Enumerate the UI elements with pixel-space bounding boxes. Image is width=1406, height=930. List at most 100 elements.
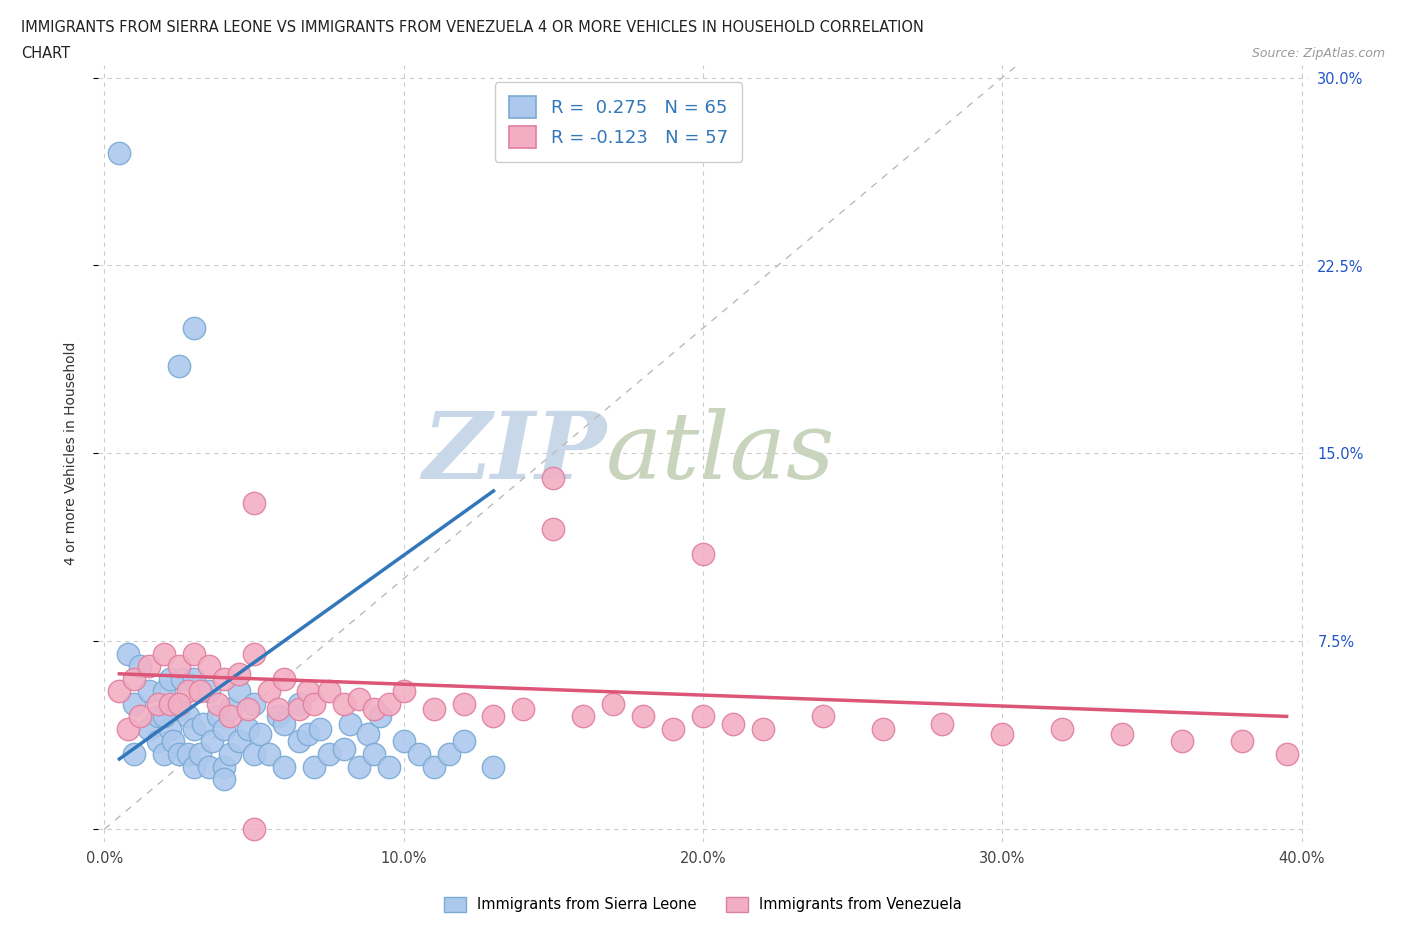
Point — [288, 734, 311, 749]
Point — [408, 747, 430, 762]
Point — [236, 701, 259, 716]
Point — [153, 747, 176, 762]
Point — [183, 722, 205, 737]
Point — [302, 759, 325, 774]
Point — [117, 722, 139, 737]
Point — [148, 697, 170, 711]
Point — [177, 684, 200, 698]
Point — [153, 684, 176, 698]
Point — [207, 709, 229, 724]
Point — [453, 734, 475, 749]
Legend: Immigrants from Sierra Leone, Immigrants from Venezuela: Immigrants from Sierra Leone, Immigrants… — [437, 891, 969, 918]
Point — [172, 671, 194, 686]
Point — [207, 697, 229, 711]
Point — [167, 747, 190, 762]
Point — [177, 747, 200, 762]
Point — [212, 772, 235, 787]
Text: CHART: CHART — [21, 46, 70, 61]
Point — [249, 726, 271, 741]
Point — [183, 646, 205, 661]
Point — [124, 697, 146, 711]
Point — [267, 709, 290, 724]
Point — [692, 546, 714, 561]
Point — [872, 722, 894, 737]
Point — [302, 697, 325, 711]
Point — [1171, 734, 1194, 749]
Point — [243, 822, 266, 837]
Point — [236, 722, 259, 737]
Point — [228, 734, 250, 749]
Point — [368, 709, 391, 724]
Point — [318, 747, 340, 762]
Point — [297, 726, 319, 741]
Point — [572, 709, 595, 724]
Point — [108, 684, 131, 698]
Point — [309, 722, 332, 737]
Point — [219, 701, 242, 716]
Point — [138, 722, 160, 737]
Text: atlas: atlas — [606, 408, 835, 498]
Point — [543, 521, 565, 536]
Point — [138, 684, 160, 698]
Point — [212, 759, 235, 774]
Point — [339, 716, 361, 731]
Point — [273, 716, 295, 731]
Point — [124, 747, 146, 762]
Point — [159, 671, 181, 686]
Point — [318, 684, 340, 698]
Text: IMMIGRANTS FROM SIERRA LEONE VS IMMIGRANTS FROM VENEZUELA 4 OR MORE VEHICLES IN : IMMIGRANTS FROM SIERRA LEONE VS IMMIGRAN… — [21, 20, 924, 35]
Point — [193, 716, 215, 731]
Point — [422, 759, 444, 774]
Point — [257, 747, 280, 762]
Point — [333, 697, 356, 711]
Point — [437, 747, 460, 762]
Point — [243, 747, 266, 762]
Point — [129, 709, 152, 724]
Point — [347, 691, 370, 706]
Point — [198, 684, 221, 698]
Point — [153, 646, 176, 661]
Point — [377, 697, 399, 711]
Point — [201, 734, 224, 749]
Point — [167, 701, 190, 716]
Point — [212, 722, 235, 737]
Point — [288, 701, 311, 716]
Point — [288, 697, 311, 711]
Point — [543, 471, 565, 485]
Point — [257, 684, 280, 698]
Point — [482, 759, 505, 774]
Point — [631, 709, 654, 724]
Point — [297, 684, 319, 698]
Point — [228, 684, 250, 698]
Point — [198, 759, 221, 774]
Point — [267, 701, 290, 716]
Y-axis label: 4 or more Vehicles in Household: 4 or more Vehicles in Household — [63, 341, 77, 565]
Point — [377, 759, 399, 774]
Point — [188, 684, 211, 698]
Point — [273, 759, 295, 774]
Point — [183, 671, 205, 686]
Point — [333, 741, 356, 756]
Point — [167, 658, 190, 673]
Point — [129, 658, 152, 673]
Point — [721, 716, 744, 731]
Point — [1050, 722, 1073, 737]
Point — [602, 697, 624, 711]
Point — [188, 747, 211, 762]
Point — [219, 709, 242, 724]
Point — [811, 709, 834, 724]
Point — [159, 722, 181, 737]
Point — [153, 709, 176, 724]
Point — [243, 697, 266, 711]
Point — [159, 697, 181, 711]
Point — [662, 722, 685, 737]
Point — [1275, 747, 1298, 762]
Point — [512, 701, 534, 716]
Point — [117, 646, 139, 661]
Point — [363, 747, 385, 762]
Point — [183, 321, 205, 336]
Legend: R =  0.275   N = 65, R = -0.123   N = 57: R = 0.275 N = 65, R = -0.123 N = 57 — [495, 82, 742, 162]
Point — [124, 671, 146, 686]
Point — [752, 722, 775, 737]
Point — [1111, 726, 1133, 741]
